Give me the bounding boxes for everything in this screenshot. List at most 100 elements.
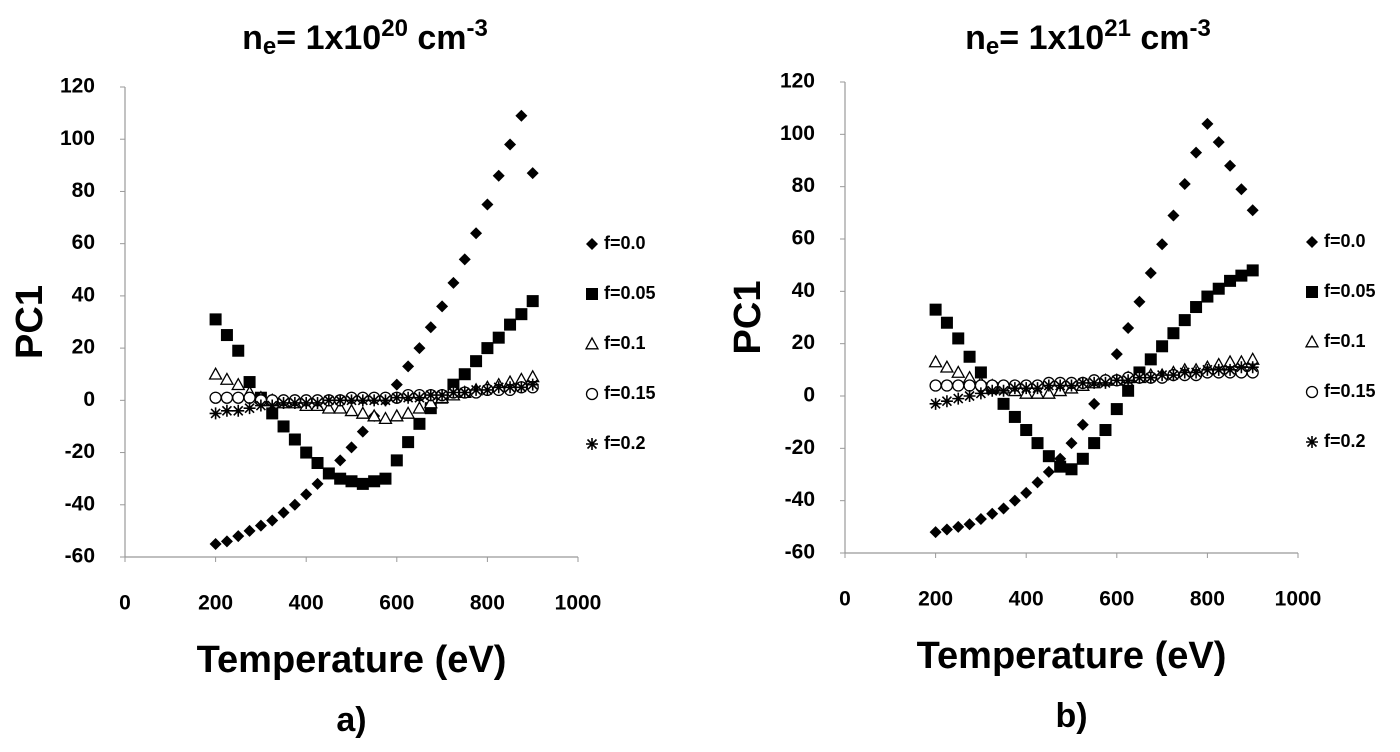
marker-star <box>1235 361 1248 374</box>
marker-star <box>1246 361 1259 374</box>
marker-diamond <box>952 520 965 533</box>
title-part: e <box>986 33 999 60</box>
marker-diamond <box>345 441 358 454</box>
marker-diamond <box>458 253 471 266</box>
marker-square <box>940 316 953 329</box>
marker-star <box>1122 374 1135 387</box>
marker-square <box>470 355 483 368</box>
marker-circle <box>929 379 942 392</box>
marker-circle <box>220 391 234 404</box>
marker-square <box>390 454 403 467</box>
marker-star <box>254 399 267 412</box>
marker-diamond <box>390 378 403 391</box>
y-tick-label: -60 <box>785 541 815 564</box>
marker-star <box>1212 363 1225 376</box>
marker-star <box>356 394 369 407</box>
marker-square <box>1065 463 1078 476</box>
marker-square <box>413 417 426 430</box>
marker-star <box>963 390 976 402</box>
marker-diamond <box>1178 178 1191 191</box>
marker-square <box>1020 424 1033 437</box>
marker-square <box>266 407 279 420</box>
title-part: cm <box>1131 19 1190 57</box>
marker-star <box>368 394 381 407</box>
marker-star <box>1144 371 1157 384</box>
marker-triangle <box>412 400 427 414</box>
y-tick-label: 100 <box>60 127 95 150</box>
marker-square <box>334 472 347 485</box>
marker-diamond <box>209 537 222 550</box>
marker-star <box>986 384 999 397</box>
marker-triangle <box>219 372 235 385</box>
marker-star <box>1042 379 1055 392</box>
marker-star <box>481 383 494 396</box>
marker-square <box>209 313 222 326</box>
marker-diamond <box>277 506 290 519</box>
marker-star <box>220 404 233 417</box>
marker-star <box>1224 363 1237 376</box>
title-part: -3 <box>1190 15 1211 42</box>
marker-triangle <box>928 354 943 368</box>
marker-diamond <box>526 167 539 180</box>
marker-star <box>1054 379 1067 392</box>
y-axis-label: PC1 <box>9 285 51 359</box>
marker-circle <box>243 391 256 404</box>
marker-star <box>974 387 987 400</box>
marker-diamond <box>1167 209 1180 222</box>
y-tick-label: 80 <box>792 174 815 197</box>
marker-triangle <box>1041 386 1056 399</box>
marker-diamond <box>481 198 494 211</box>
marker-diamond <box>1020 486 1033 499</box>
marker-square <box>1122 384 1135 397</box>
title-part: = 1x10 <box>999 19 1104 57</box>
title-part: 20 <box>381 15 408 42</box>
marker-star <box>1156 369 1169 382</box>
marker-triangle <box>584 336 600 350</box>
marker-diamond <box>940 523 953 536</box>
y-tick-label: 100 <box>780 122 815 145</box>
marker-diamond <box>1190 146 1203 159</box>
marker-triangle <box>951 365 966 378</box>
marker-diamond <box>356 425 369 438</box>
marker-square <box>243 376 256 389</box>
legend-label: f=0.05 <box>604 283 656 303</box>
marker-square <box>322 467 335 480</box>
y-tick-label: -40 <box>785 488 815 511</box>
marker-triangle <box>389 408 404 422</box>
legend-label: f=0.1 <box>604 333 646 353</box>
marker-star <box>288 396 301 409</box>
marker-diamond <box>1008 494 1021 507</box>
marker-square <box>1031 437 1044 450</box>
marker-star <box>300 396 313 409</box>
marker-star <box>277 396 290 409</box>
legend-label: f=0.15 <box>1324 381 1376 401</box>
marker-star <box>334 394 347 407</box>
chart-title: ne= 1x1020 cm-3 <box>242 15 488 60</box>
marker-star <box>1178 366 1191 379</box>
marker-diamond <box>266 514 279 527</box>
marker-diamond <box>288 498 301 511</box>
marker-star <box>266 399 279 412</box>
marker-square <box>356 477 369 490</box>
marker-star <box>436 389 449 402</box>
x-tick-label: 200 <box>918 588 953 611</box>
marker-star <box>390 391 403 404</box>
marker-square <box>1224 274 1237 287</box>
marker-square <box>300 446 313 459</box>
marker-diamond <box>1144 267 1157 280</box>
marker-star <box>1306 436 1318 448</box>
marker-diamond <box>413 342 426 355</box>
x-tick-label: 800 <box>470 592 505 615</box>
y-tick-label: 120 <box>60 75 95 98</box>
marker-square <box>1190 301 1203 314</box>
marker-diamond <box>436 300 449 313</box>
y-tick-label: 0 <box>803 384 815 407</box>
marker-star <box>1065 379 1078 392</box>
marker-star <box>243 402 256 415</box>
marker-square <box>368 475 381 488</box>
marker-square <box>963 350 976 363</box>
marker-square <box>1156 340 1169 353</box>
x-tick-label: 600 <box>1099 588 1134 611</box>
marker-star <box>1110 374 1123 387</box>
